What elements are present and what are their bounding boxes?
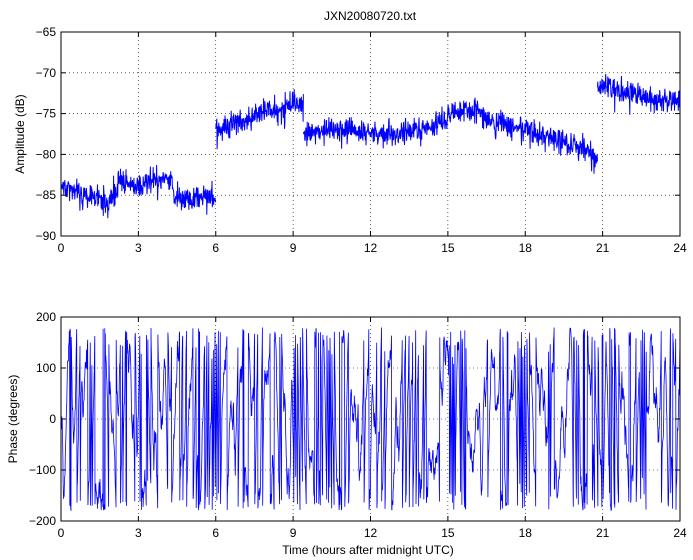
phase-x-tick-label: 12	[364, 526, 378, 540]
amplitude-series-line	[597, 73, 681, 115]
phase-y-tick-label: −200	[29, 514, 56, 528]
amplitude-series-line	[215, 89, 304, 150]
phase-x-tick-label: 18	[519, 526, 533, 540]
amplitude-chart: 0 3 6 9 12 15 18 21 24 −90 −85 −80 −75 −70 −65 JXN200…	[13, 9, 687, 255]
amplitude-x-tick-label: 3	[135, 241, 142, 255]
phase-y-axis-label: Phase (degrees)	[6, 375, 20, 464]
amplitude-x-tick-label: 6	[212, 241, 219, 255]
amplitude-y-tick-label: −85	[36, 188, 57, 202]
amplitude-x-tick-label: 18	[519, 241, 533, 255]
amplitude-series-line	[302, 97, 598, 174]
phase-x-tick-label: 21	[596, 526, 610, 540]
phase-chart: 0 3 6 9 12 15 18 21 24 −200 −100 0 100 200 Phase (de…	[6, 310, 687, 557]
phase-x-tick-label: 3	[135, 526, 142, 540]
phase-y-tick-label: 0	[49, 412, 56, 426]
amplitude-x-tick-label: 15	[441, 241, 455, 255]
phase-x-tick-label: 6	[212, 526, 219, 540]
amplitude-y-tick-label: −90	[36, 229, 57, 243]
amplitude-x-tick-label: 12	[364, 241, 378, 255]
amplitude-y-tick-label: −65	[36, 25, 57, 39]
phase-x-tick-label: 24	[673, 526, 687, 540]
amplitude-x-tick-label: 24	[673, 241, 687, 255]
amplitude-series-line	[60, 164, 217, 219]
amplitude-series	[60, 73, 681, 219]
amplitude-ticks	[60, 31, 681, 237]
amplitude-x-tick-label: 21	[596, 241, 610, 255]
amplitude-x-tick-label: 9	[290, 241, 297, 255]
phase-y-tick-labels: −200 −100 0 100 200	[29, 310, 56, 528]
phase-x-tick-labels: 0 3 6 9 12 15 18 21 24	[58, 526, 687, 540]
phase-y-tick-label: −100	[29, 463, 56, 477]
amplitude-y-tick-label: −70	[36, 66, 57, 80]
phase-y-tick-label: 100	[36, 361, 56, 375]
phase-x-tick-label: 0	[58, 526, 65, 540]
phase-y-tick-label: 200	[36, 310, 56, 324]
phase-x-tick-label: 15	[441, 526, 455, 540]
phase-x-tick-label: 9	[290, 526, 297, 540]
phase-series-line	[60, 327, 681, 512]
phase-x-axis-label: Time (hours after midnight UTC)	[282, 543, 454, 557]
amplitude-chart-title: JXN20080720.txt	[324, 9, 417, 23]
amplitude-x-tick-label: 0	[58, 241, 65, 255]
amplitude-y-tick-label: −80	[36, 147, 57, 161]
phase-series	[60, 327, 681, 512]
amplitude-x-tick-labels: 0 3 6 9 12 15 18 21 24	[58, 241, 687, 255]
amplitude-y-tick-labels: −90 −85 −80 −75 −70 −65	[36, 25, 57, 243]
amplitude-y-axis-label: Amplitude (dB)	[13, 94, 27, 173]
amplitude-y-tick-label: −75	[36, 107, 57, 121]
phase-ticks	[60, 316, 681, 522]
